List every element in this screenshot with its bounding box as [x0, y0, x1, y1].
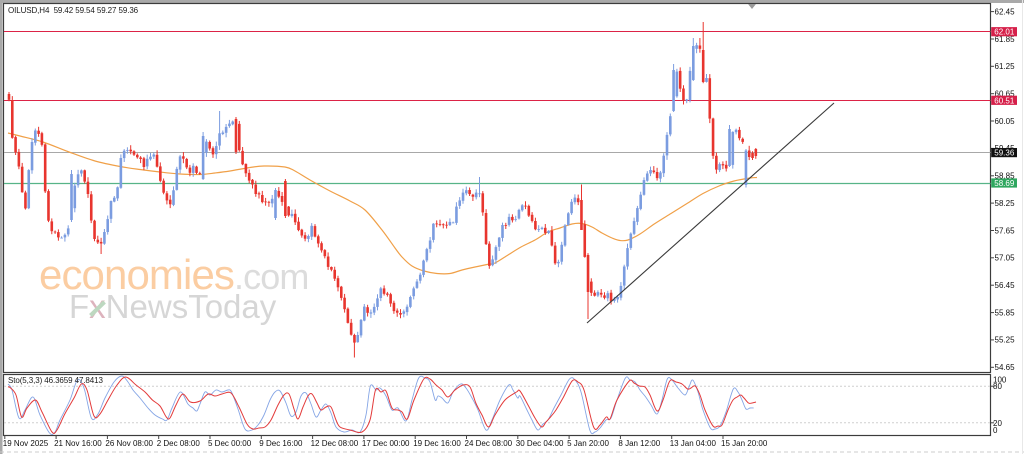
svg-text:62.45: 62.45: [995, 7, 1016, 16]
svg-text:economies.com: economies.com: [39, 251, 308, 298]
svg-text:59.36: 59.36: [994, 149, 1015, 158]
svg-text:Sto(5,3,3) 46.3659 47.8413: Sto(5,3,3) 46.3659 47.8413: [8, 376, 103, 385]
svg-text:19 Nov 2025: 19 Nov 2025: [3, 439, 49, 448]
svg-text:12 Dec 08:00: 12 Dec 08:00: [311, 439, 359, 448]
svg-text:20: 20: [993, 419, 1002, 428]
svg-text:8 Jan 12:00: 8 Jan 12:00: [618, 439, 660, 448]
svg-text:2 Dec 08:00: 2 Dec 08:00: [157, 439, 201, 448]
svg-text:58.85: 58.85: [995, 172, 1016, 181]
svg-text:5 Dec 00:00: 5 Dec 00:00: [208, 439, 252, 448]
svg-text:58.25: 58.25: [995, 199, 1016, 208]
svg-text:5 Jan 20:00: 5 Jan 20:00: [567, 439, 609, 448]
svg-text:60.65: 60.65: [995, 90, 1016, 99]
svg-text:61.85: 61.85: [995, 35, 1016, 44]
svg-text:58.69: 58.69: [994, 179, 1015, 188]
svg-text:55.85: 55.85: [995, 308, 1016, 317]
svg-text:15 Jan 20:00: 15 Jan 20:00: [721, 439, 768, 448]
svg-text:61.25: 61.25: [995, 62, 1016, 71]
svg-text:100: 100: [993, 376, 1007, 385]
svg-text:57.65: 57.65: [995, 226, 1016, 235]
svg-text:60.51: 60.51: [994, 96, 1015, 105]
svg-text:24 Dec 08:00: 24 Dec 08:00: [465, 439, 513, 448]
svg-text:21 Nov 16:00: 21 Nov 16:00: [54, 439, 102, 448]
svg-text:55.25: 55.25: [995, 336, 1016, 345]
svg-text:26 Nov 08:00: 26 Nov 08:00: [105, 439, 153, 448]
svg-text:56.45: 56.45: [995, 281, 1016, 290]
svg-text:80: 80: [993, 382, 1002, 391]
svg-text:19 Dec 16:00: 19 Dec 16:00: [413, 439, 461, 448]
svg-text:62.01: 62.01: [994, 28, 1015, 37]
svg-text:17 Dec 00:00: 17 Dec 00:00: [362, 439, 410, 448]
svg-text:9 Dec 16:00: 9 Dec 16:00: [259, 439, 303, 448]
svg-text:30 Dec 04:00: 30 Dec 04:00: [516, 439, 564, 448]
svg-text:57.05: 57.05: [995, 254, 1016, 263]
svg-text:13 Jan 04:00: 13 Jan 04:00: [670, 439, 717, 448]
svg-text:60.05: 60.05: [995, 117, 1016, 126]
svg-text:54.65: 54.65: [995, 363, 1016, 372]
svg-text:0: 0: [993, 426, 998, 435]
svg-text:OILUSD,H4 59.42 59.54 59.27 5: OILUSD,H4 59.42 59.54 59.27 59.36: [8, 6, 139, 15]
